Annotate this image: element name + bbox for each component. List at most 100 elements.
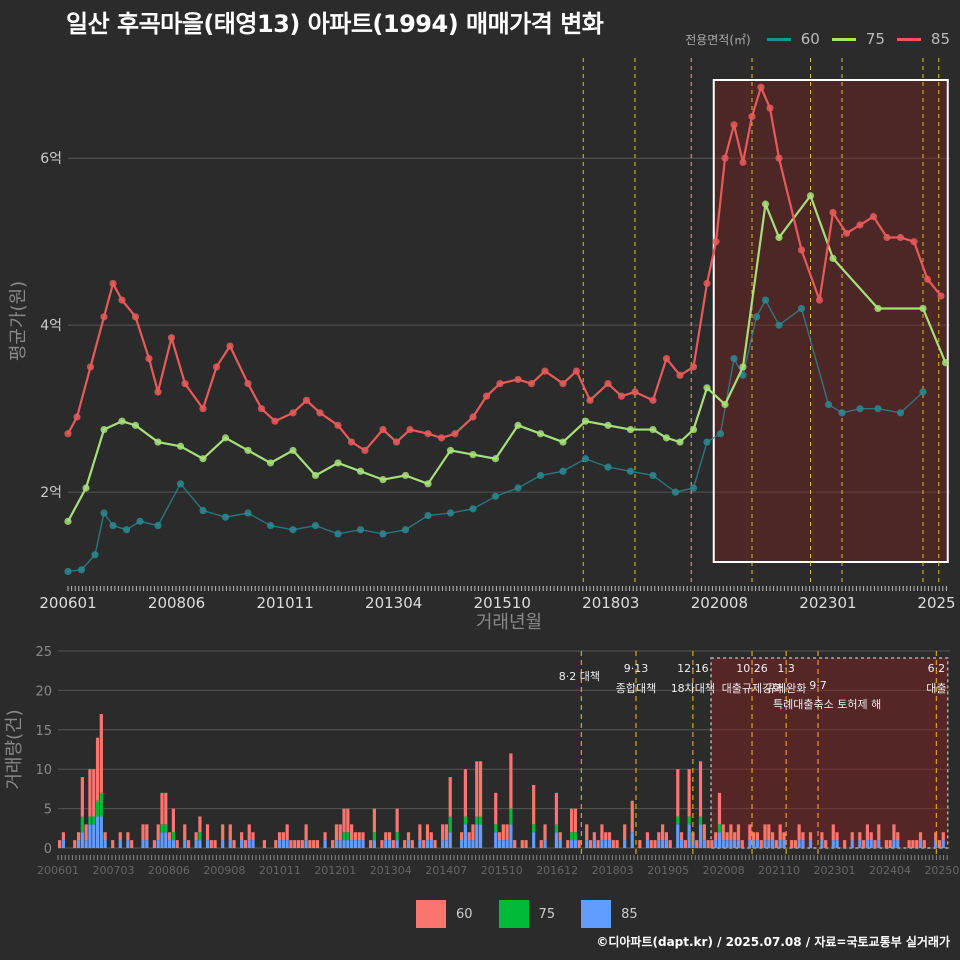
volume-bar xyxy=(513,840,517,848)
volume-bar xyxy=(645,832,650,841)
volume-bar xyxy=(558,840,562,848)
volume-bar xyxy=(497,840,502,848)
volume-bar xyxy=(247,824,251,841)
volume-bar xyxy=(873,840,877,848)
volume-bar xyxy=(277,832,282,841)
series-60-point xyxy=(379,530,387,538)
volume-bar xyxy=(934,840,938,848)
series-75-point xyxy=(469,450,477,459)
volume-bar xyxy=(353,840,358,848)
volume-bar xyxy=(391,840,395,848)
series-60-point xyxy=(356,526,365,534)
volume-bar xyxy=(471,824,475,841)
volume-x-tick-label: 201510 xyxy=(481,864,523,877)
series-85-point xyxy=(748,112,756,121)
volume-bar xyxy=(520,840,524,848)
volume-y-tick-label: 10 xyxy=(35,763,52,778)
volume-bar xyxy=(801,840,805,848)
volume-bar xyxy=(698,761,703,817)
volume-bar xyxy=(209,840,213,848)
volume-bar xyxy=(471,840,475,848)
volume-bar xyxy=(160,824,164,833)
volume-bar xyxy=(778,824,782,841)
volume-bar xyxy=(164,824,168,833)
series-85-point xyxy=(937,292,945,300)
volume-bar xyxy=(152,840,157,848)
series-85-point xyxy=(797,246,806,254)
volume-bar xyxy=(429,832,433,841)
volume-bar xyxy=(763,824,767,841)
volume-bar xyxy=(296,840,301,848)
volume-bar xyxy=(729,824,733,841)
series-75-point xyxy=(676,438,684,446)
volume-bar xyxy=(80,832,84,848)
volume-bar xyxy=(103,832,107,841)
series-85-point xyxy=(316,409,324,417)
volume-annotation-label: 1·3 xyxy=(777,662,795,675)
volume-bar xyxy=(831,824,835,841)
volume-bar xyxy=(820,832,824,841)
series-60-point xyxy=(136,517,144,525)
volume-bar xyxy=(687,769,691,817)
volume-x-tick-label: 200806 xyxy=(148,864,190,877)
legend-75-label: 75 xyxy=(865,30,885,48)
legend-bottom-85-swatch xyxy=(581,900,612,928)
volume-bar xyxy=(668,840,672,848)
volume-bar xyxy=(748,840,752,848)
volume-bar xyxy=(501,840,505,848)
volume-annotation-label: 대출 xyxy=(926,682,946,695)
volume-bar xyxy=(858,832,862,841)
volume-x-tick-label: 202505 xyxy=(924,864,960,877)
volume-annotation-label: 10·26 xyxy=(736,662,768,675)
series-85-point xyxy=(815,296,824,304)
volume-bar xyxy=(346,832,350,841)
series-85-point xyxy=(631,388,639,396)
volume-bar xyxy=(99,816,103,848)
volume-bar xyxy=(892,840,896,848)
volume-x-tick-label: 201905 xyxy=(647,864,689,877)
series-75-point xyxy=(401,471,410,480)
series-75-point xyxy=(604,421,612,429)
series-75-point xyxy=(703,384,711,392)
volume-bar xyxy=(350,824,354,841)
volume-bar xyxy=(293,840,297,848)
volume-bar xyxy=(198,840,202,848)
series-85-point xyxy=(910,238,918,246)
series-85-point xyxy=(347,438,356,446)
series-60-point xyxy=(491,492,500,500)
series-60-point xyxy=(671,488,680,496)
volume-bar xyxy=(736,824,741,841)
volume-annotation-label: 12·16 xyxy=(677,662,709,675)
volume-bar xyxy=(884,840,888,848)
series-60-point xyxy=(581,455,590,463)
volume-bar xyxy=(835,832,839,841)
series-85-point xyxy=(244,380,252,388)
series-60-point xyxy=(649,471,657,480)
volume-bar xyxy=(285,824,289,841)
volume-bar xyxy=(607,840,612,848)
volume-bar xyxy=(835,840,839,848)
volume-bar xyxy=(88,769,92,817)
series-85-point xyxy=(302,396,311,404)
volume-bar xyxy=(118,840,122,848)
volume-bar xyxy=(160,832,164,848)
volume-bar xyxy=(126,832,130,841)
volume-x-tick-label: 201407 xyxy=(425,864,467,877)
series-75-point xyxy=(334,459,342,467)
volume-bar xyxy=(532,784,536,825)
volume-bar xyxy=(353,832,358,841)
volume-bar xyxy=(918,832,923,841)
price-y-axis-title: 평균가(원) xyxy=(8,281,29,361)
volume-bar xyxy=(896,832,900,841)
volume-bar xyxy=(460,832,464,841)
series-75-point xyxy=(941,359,950,367)
volume-bar xyxy=(88,824,92,848)
volume-bar xyxy=(918,840,923,848)
series-60-point xyxy=(199,506,207,515)
volume-bar xyxy=(429,840,433,848)
series-60-point xyxy=(77,566,86,574)
volume-bar xyxy=(285,840,289,848)
volume-bar xyxy=(532,824,536,833)
volume-bar xyxy=(524,840,528,848)
